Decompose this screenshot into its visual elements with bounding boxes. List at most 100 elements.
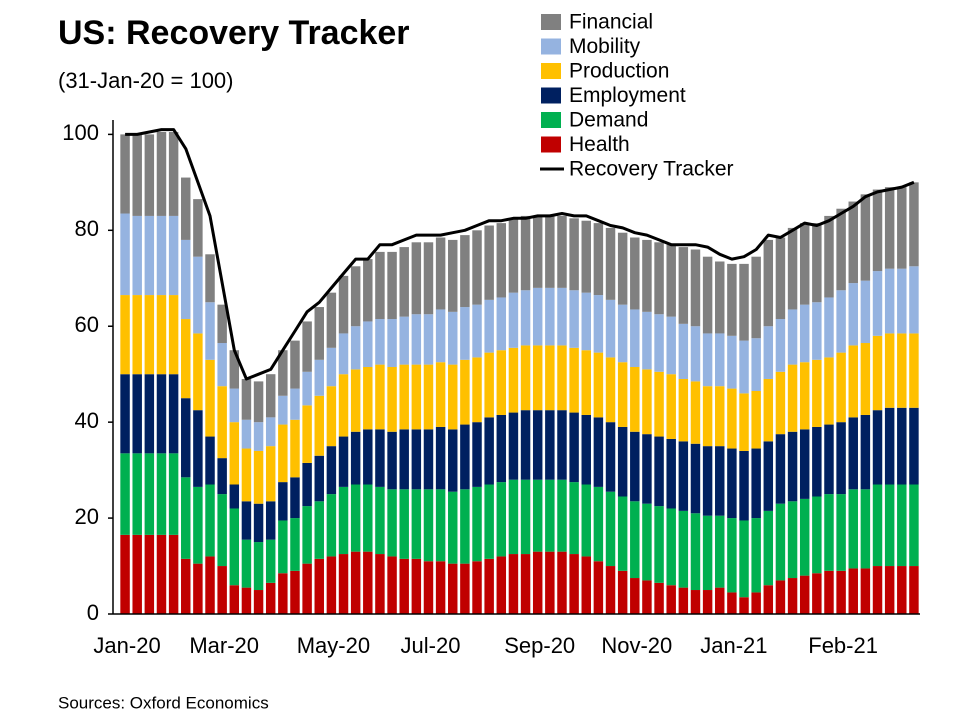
bar-segment: [897, 187, 907, 269]
bar-segment: [181, 319, 191, 399]
bar-segment: [496, 350, 507, 415]
bar-segment: [435, 489, 446, 562]
bar-segment: [860, 280, 871, 344]
x-tick-label: Feb-21: [808, 633, 878, 658]
bar-segment: [132, 215, 142, 296]
bar-segment: [702, 590, 713, 614]
bar-segment: [302, 506, 312, 564]
bar-segment: [836, 570, 846, 614]
legend-swatch: [541, 38, 561, 55]
bar-segment: [253, 542, 264, 591]
bar-segment: [229, 422, 240, 485]
bar-segment: [338, 554, 349, 614]
bar-segment: [605, 422, 616, 492]
bar-segment: [763, 510, 774, 586]
bar-segment: [739, 263, 749, 341]
bar-segment: [520, 215, 531, 291]
bar-segment: [848, 345, 858, 418]
bar-segment: [812, 223, 822, 303]
bar-segment: [363, 429, 373, 485]
bar-segment: [727, 592, 737, 614]
bar-segment: [314, 359, 324, 396]
bar-segment: [666, 585, 676, 614]
y-tick-label: 80: [75, 216, 99, 241]
bar-segment: [193, 256, 203, 334]
bar-segment: [848, 489, 858, 569]
chart-subtitle: (31-Jan-20 = 100): [58, 68, 234, 93]
bar-segment: [423, 314, 434, 365]
bar-segment: [278, 395, 288, 425]
bar-segment: [557, 410, 567, 480]
bar-segment: [642, 239, 652, 312]
bar-segment: [411, 558, 422, 614]
x-tick-label: Jul-20: [401, 633, 461, 658]
bar-segment: [423, 364, 434, 430]
bar-segment: [460, 307, 470, 360]
bar-segment: [654, 506, 664, 583]
legend-swatch: [541, 136, 561, 153]
bar-segment: [205, 359, 215, 437]
bar-segment: [314, 501, 324, 559]
bar-segment: [144, 534, 155, 614]
bar-segment: [884, 187, 895, 269]
bar-segment: [520, 345, 531, 411]
bar-segment: [265, 374, 276, 418]
bar-segment: [836, 422, 846, 495]
bar-segment: [508, 218, 519, 293]
legend-label: Mobility: [569, 35, 641, 58]
bar-segment: [387, 489, 397, 557]
bar-segment: [411, 489, 422, 559]
bar-segment: [897, 566, 907, 614]
bar-segment: [375, 486, 385, 555]
bar-segment: [508, 347, 519, 413]
bar-segment: [472, 422, 482, 487]
bar-segment: [860, 414, 871, 490]
bar-segment: [642, 311, 652, 370]
bar-segment: [727, 263, 737, 336]
bar-segment: [120, 295, 130, 375]
bar-segment: [350, 369, 361, 432]
bar-segment: [423, 489, 434, 562]
bar-segment: [338, 374, 349, 437]
y-tick-label: 40: [75, 408, 99, 433]
bar-segment: [448, 364, 458, 430]
bar-segment: [399, 429, 409, 490]
bar-segment: [132, 534, 142, 614]
bar-segment: [399, 316, 409, 365]
bar-segment: [532, 551, 543, 614]
bar-segment: [484, 299, 494, 353]
bar-segment: [715, 333, 725, 387]
bar-segment: [448, 239, 458, 312]
bar-segment: [812, 302, 822, 360]
bar-segment: [265, 539, 276, 583]
bar-segment: [836, 494, 846, 571]
bar-segment: [569, 218, 579, 291]
bar-segment: [241, 539, 252, 588]
bar-segment: [617, 304, 628, 363]
bar-segment: [314, 455, 324, 502]
bar-segment: [290, 477, 300, 519]
bar-segment: [751, 256, 761, 339]
bar-segment: [909, 266, 919, 334]
bar-segment: [617, 426, 628, 497]
bar-segment: [642, 369, 652, 435]
bar-segment: [666, 508, 676, 586]
bar-segment: [630, 237, 640, 310]
bar-segment: [751, 592, 761, 614]
bar-segment: [848, 568, 858, 614]
bar-segment: [326, 386, 337, 447]
bar-segment: [763, 378, 774, 442]
bar-segment: [399, 558, 409, 614]
bar-segment: [363, 551, 373, 614]
bar-segment: [193, 410, 203, 487]
bar-segment: [836, 352, 846, 423]
bar-segment: [375, 429, 385, 487]
bar-segment: [290, 419, 300, 478]
bar-segment: [144, 134, 155, 216]
bar-segment: [387, 367, 397, 432]
bar-segment: [193, 486, 203, 564]
bar-segment: [423, 429, 434, 490]
bar-segment: [727, 448, 737, 519]
bar-segment: [253, 381, 264, 423]
bar-segment: [253, 503, 264, 543]
